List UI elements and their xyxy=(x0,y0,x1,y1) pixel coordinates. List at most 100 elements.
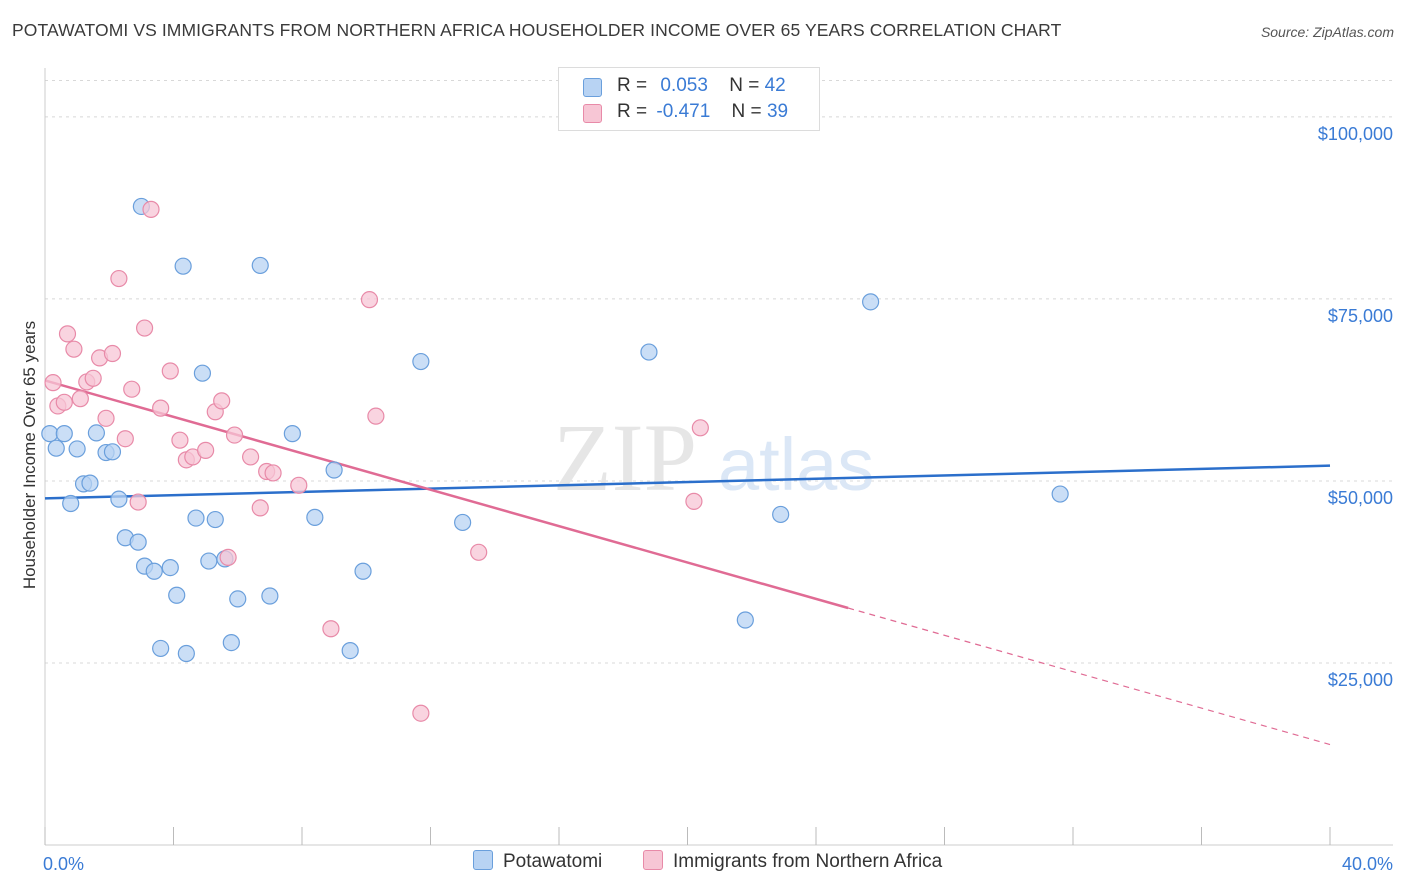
immigrants-point xyxy=(84,369,102,387)
immigrants-point xyxy=(470,543,488,561)
legend-n-label: N = xyxy=(731,101,762,122)
bottom-legend-label: Potawatomi xyxy=(503,851,603,872)
potawatomi-point xyxy=(47,439,65,457)
immigrants-point xyxy=(685,492,703,510)
legend-r-label: R = xyxy=(617,101,648,122)
immigrants-point xyxy=(367,407,385,425)
immigrants-point xyxy=(171,431,189,449)
immigrants-point xyxy=(219,548,237,567)
chart-title: POTAWATOMI VS IMMIGRANTS FROM NORTHERN A… xyxy=(12,20,1062,40)
immigrants-point xyxy=(161,362,179,380)
tick-labels: $25,000 $50,000 $75,000 $100,000 0.0% 40.0% xyxy=(43,124,1393,874)
potawatomi-point xyxy=(187,509,205,527)
legend: R = 0.053 N = 42 R = -0.471 N = 39 xyxy=(558,67,820,131)
bottom-legend-immigrants: Immigrants from Northern Africa xyxy=(643,850,942,873)
potawatomi-point xyxy=(145,562,163,580)
immigrants-point xyxy=(44,374,62,392)
trend-lines xyxy=(44,379,1331,746)
bottom-legend-label: Immigrants from Northern Africa xyxy=(673,851,943,872)
potawatomi-point xyxy=(200,552,218,570)
immigrants-point xyxy=(97,409,115,427)
x-tick-label: 40.0% xyxy=(1342,854,1393,874)
immigrants-point xyxy=(290,476,308,494)
data-points xyxy=(41,197,1069,722)
legend-n-label: N = xyxy=(729,75,760,96)
immigrants-trend-line xyxy=(44,379,849,610)
potawatomi-point xyxy=(129,533,147,551)
y-tick-label: $100,000 xyxy=(1318,124,1393,144)
potawatomi-point xyxy=(354,562,372,580)
potawatomi-point xyxy=(736,611,754,629)
immigrants-point xyxy=(322,620,340,638)
x-tick-label: 0.0% xyxy=(43,854,84,874)
immigrants-point xyxy=(197,441,215,459)
legend-r-value: -0.471 xyxy=(656,101,711,122)
potawatomi-point xyxy=(412,352,430,371)
immigrants-point xyxy=(251,499,269,517)
legend-n-value: 39 xyxy=(766,101,789,122)
potawatomi-point xyxy=(103,443,122,461)
potawatomi-point xyxy=(229,590,247,608)
potawatomi-point xyxy=(325,461,343,479)
bottom-legend-swatch-blue xyxy=(473,850,493,870)
potawatomi-point xyxy=(87,424,106,442)
potawatomi-point xyxy=(193,364,212,382)
y-axis-label: Householder Income Over 65 years xyxy=(20,321,39,589)
potawatomi-point xyxy=(222,633,240,652)
potawatomi-point xyxy=(62,494,80,513)
immigrants-point xyxy=(55,393,73,411)
immigrants-point xyxy=(123,380,141,398)
potawatomi-point xyxy=(206,510,224,529)
y-tick-label: $50,000 xyxy=(1328,488,1393,508)
potawatomi-point xyxy=(55,425,73,443)
potawatomi-point xyxy=(81,474,99,492)
legend-swatch-pink xyxy=(583,104,602,123)
immigrants-point xyxy=(103,344,122,363)
potawatomi-point xyxy=(161,558,179,577)
potawatomi-point xyxy=(341,641,359,660)
potawatomi-point xyxy=(640,343,658,361)
immigrants-point xyxy=(129,493,147,511)
source-label: Source: ZipAtlas.com xyxy=(1260,24,1394,40)
immigrants-trend-line-extension xyxy=(847,607,1331,746)
immigrants-point xyxy=(264,464,282,482)
legend-r-label: R = xyxy=(617,75,648,96)
grid-lines xyxy=(45,80,1393,664)
watermark: ZIP atlas xyxy=(553,404,874,511)
immigrants-point xyxy=(360,291,379,309)
potawatomi-point xyxy=(862,293,880,311)
legend-r-value: 0.053 xyxy=(660,75,708,96)
immigrants-point xyxy=(691,419,709,437)
immigrants-point xyxy=(65,340,83,358)
immigrants-point xyxy=(116,430,134,448)
potawatomi-point xyxy=(454,513,472,532)
legend-swatch-blue xyxy=(583,78,602,97)
potawatomi-point xyxy=(110,490,128,508)
potawatomi-point xyxy=(283,425,301,443)
potawatomi-point xyxy=(772,505,790,524)
potawatomi-point xyxy=(152,639,170,658)
watermark-zip: ZIP xyxy=(553,404,697,511)
axes xyxy=(44,68,1393,846)
bottom-legend-swatch-pink xyxy=(643,850,663,870)
immigrants-point xyxy=(412,704,430,722)
immigrants-point xyxy=(152,399,170,417)
immigrants-point xyxy=(58,325,77,343)
potawatomi-point xyxy=(177,644,195,663)
potawatomi-point xyxy=(261,587,279,605)
y-tick-label: $75,000 xyxy=(1328,306,1393,326)
potawatomi-point xyxy=(41,425,59,443)
immigrants-point xyxy=(242,448,260,466)
potawatomi-point xyxy=(306,508,324,526)
immigrants-point xyxy=(225,426,244,444)
legend-n-value: 42 xyxy=(764,75,786,96)
immigrants-point xyxy=(110,269,128,288)
watermark-atlas: atlas xyxy=(718,423,874,506)
potawatomi-trend-line xyxy=(44,464,1331,500)
immigrants-point xyxy=(71,390,89,408)
bottom-legend-potawatomi: Potawatomi xyxy=(473,850,602,873)
potawatomi-point xyxy=(251,256,269,275)
immigrants-point xyxy=(213,392,231,410)
immigrants-point xyxy=(142,200,160,218)
